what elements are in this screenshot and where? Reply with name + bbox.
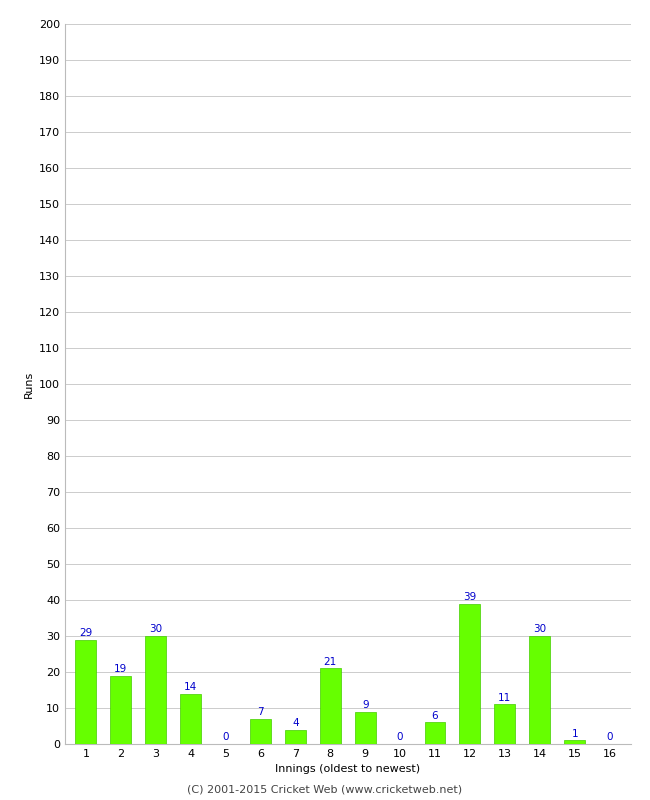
Bar: [75, 639, 96, 744]
Bar: [250, 718, 271, 744]
Text: (C) 2001-2015 Cricket Web (www.cricketweb.net): (C) 2001-2015 Cricket Web (www.cricketwe…: [187, 784, 463, 794]
Text: 7: 7: [257, 707, 264, 717]
Text: 21: 21: [324, 657, 337, 666]
Text: 11: 11: [498, 693, 512, 702]
Text: 0: 0: [222, 732, 229, 742]
Text: 1: 1: [571, 729, 578, 738]
Text: 0: 0: [397, 732, 404, 742]
Text: 0: 0: [606, 732, 613, 742]
X-axis label: Innings (oldest to newest): Innings (oldest to newest): [275, 765, 421, 774]
Bar: [495, 704, 515, 744]
Text: 29: 29: [79, 628, 92, 638]
Text: 30: 30: [150, 624, 162, 634]
Text: 19: 19: [114, 664, 127, 674]
Bar: [320, 668, 341, 744]
Bar: [564, 741, 585, 744]
Y-axis label: Runs: Runs: [23, 370, 33, 398]
Text: 30: 30: [533, 624, 546, 634]
Text: 6: 6: [432, 710, 438, 721]
Text: 39: 39: [463, 592, 476, 602]
Text: 4: 4: [292, 718, 299, 728]
Text: 9: 9: [362, 700, 369, 710]
Bar: [111, 675, 131, 744]
Bar: [285, 730, 306, 744]
Bar: [460, 603, 480, 744]
Bar: [180, 694, 201, 744]
Bar: [146, 636, 166, 744]
Bar: [355, 712, 376, 744]
Text: 14: 14: [184, 682, 198, 692]
Bar: [424, 722, 445, 744]
Bar: [529, 636, 550, 744]
